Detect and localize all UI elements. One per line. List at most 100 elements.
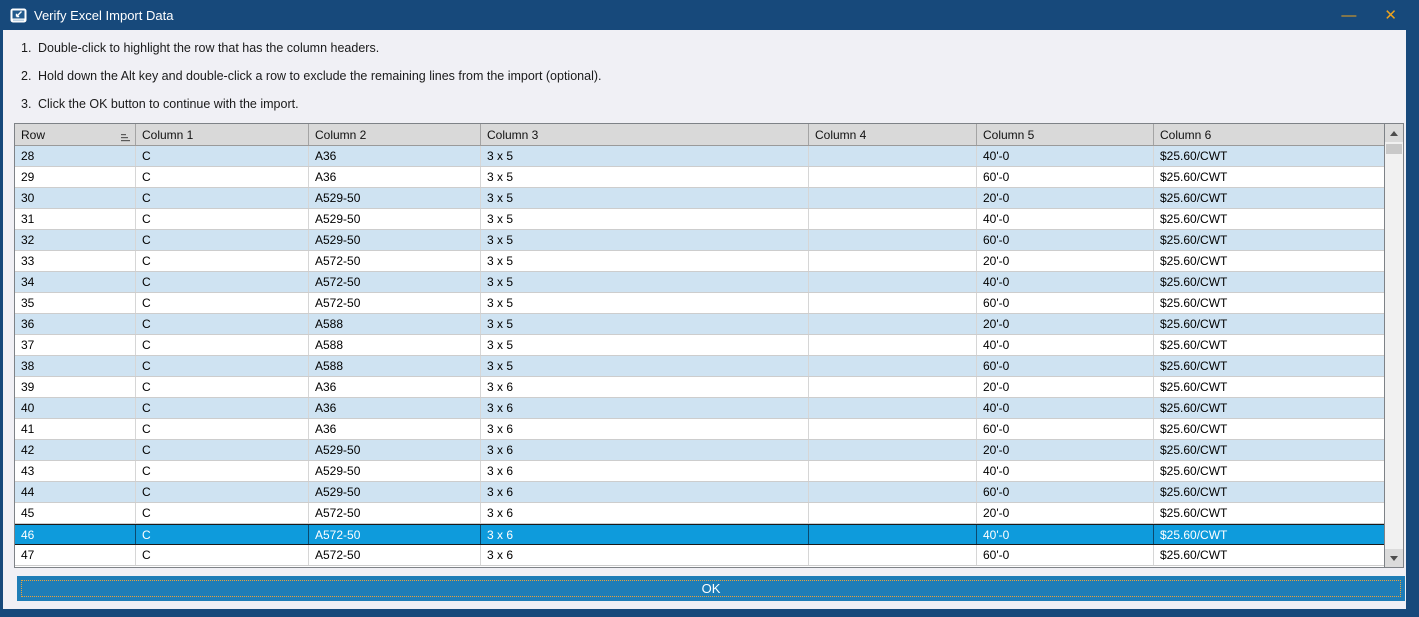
cell-c1: C <box>136 398 309 418</box>
column-header-3[interactable]: Column 3 <box>481 124 809 145</box>
cell-c5: 20'-0 <box>977 440 1154 460</box>
cell-row: 29 <box>15 167 136 187</box>
table-row[interactable]: 39 C A36 3 x 6 20'-0 $25.60/CWT <box>15 377 1384 398</box>
cell-c6: $25.60/CWT <box>1160 275 1228 289</box>
close-icon[interactable]: ✕ <box>1384 6 1397 24</box>
cell-c1: C <box>136 167 309 187</box>
cell-c6: $25.60/CWT <box>1160 464 1228 478</box>
cell-c2: A529-50 <box>309 209 481 229</box>
cell-c3: 3 x 5 <box>481 335 809 355</box>
instruction-1: 1. Double-click to highlight the row that… <box>21 41 380 55</box>
table-row[interactable]: 35 C A572-50 3 x 5 60'-0 $25.60/CWT <box>15 293 1384 314</box>
ok-button[interactable]: OK <box>17 576 1405 601</box>
cell-c2: A572-50 <box>309 525 481 544</box>
cell-c3: 3 x 6 <box>481 461 809 481</box>
ok-button-label: OK <box>701 581 721 596</box>
scrollbar-thumb[interactable] <box>1386 144 1402 154</box>
cell-row: 43 <box>15 461 136 481</box>
column-header-1[interactable]: Column 1 <box>136 124 309 145</box>
cell-c2: A36 <box>309 167 481 187</box>
window-controls: — ✕ <box>1341 8 1397 23</box>
cell-c5: 40'-0 <box>977 272 1154 292</box>
cell-c4 <box>809 251 977 271</box>
scroll-up-icon[interactable] <box>1385 124 1403 142</box>
table-row[interactable]: 41 C A36 3 x 6 60'-0 $25.60/CWT <box>15 419 1384 440</box>
cell-row: 40 <box>15 398 136 418</box>
sort-icon <box>120 131 131 145</box>
cell-c1: C <box>136 419 309 439</box>
cell-c4 <box>809 461 977 481</box>
cell-c5: 20'-0 <box>977 314 1154 334</box>
cell-c4 <box>809 146 977 166</box>
cell-c3: 3 x 6 <box>481 482 809 502</box>
table-row[interactable]: 34 C A572-50 3 x 5 40'-0 $25.60/CWT <box>15 272 1384 293</box>
cell-c3: 3 x 6 <box>481 503 809 523</box>
cell-c2: A36 <box>309 398 481 418</box>
cell-c5: 20'-0 <box>977 377 1154 397</box>
cell-c6: $25.60/CWT <box>1160 191 1228 205</box>
column-header-5[interactable]: Column 5 <box>977 124 1154 145</box>
cell-c4 <box>809 377 977 397</box>
cell-c1: C <box>136 525 309 544</box>
cell-row: 37 <box>15 335 136 355</box>
cell-c1: C <box>136 461 309 481</box>
cell-c4 <box>809 440 977 460</box>
scroll-down-icon[interactable] <box>1385 549 1403 567</box>
cell-c4 <box>809 314 977 334</box>
column-header-4[interactable]: Column 4 <box>809 124 977 145</box>
cell-c4 <box>809 188 977 208</box>
cell-row: 45 <box>15 503 136 523</box>
cell-c1: C <box>136 335 309 355</box>
cell-c2: A588 <box>309 356 481 376</box>
cell-c4 <box>809 419 977 439</box>
table-row[interactable]: 36 C A588 3 x 5 20'-0 $25.60/CWT <box>15 314 1384 335</box>
cell-c3: 3 x 6 <box>481 419 809 439</box>
cell-c4 <box>809 209 977 229</box>
cell-c2: A529-50 <box>309 461 481 481</box>
cell-c6: $25.60/CWT <box>1160 380 1228 394</box>
vertical-scrollbar[interactable] <box>1384 124 1403 567</box>
table-row[interactable]: 28 C A36 3 x 5 40'-0 $25.60/CWT <box>15 146 1384 167</box>
table-row[interactable]: 38 C A588 3 x 5 60'-0 $25.60/CWT <box>15 356 1384 377</box>
table-row[interactable]: 46 C A572-50 3 x 6 40'-0 $25.60/CWT <box>15 524 1384 545</box>
cell-c3: 3 x 6 <box>481 545 809 565</box>
table-row[interactable]: 37 C A588 3 x 5 40'-0 $25.60/CWT <box>15 335 1384 356</box>
cell-c4 <box>809 525 977 544</box>
table-row[interactable]: 45 C A572-50 3 x 6 20'-0 $25.60/CWT <box>15 503 1384 524</box>
table-row[interactable]: 42 C A529-50 3 x 6 20'-0 $25.60/CWT <box>15 440 1384 461</box>
table-row[interactable]: 43 C A529-50 3 x 6 40'-0 $25.60/CWT <box>15 461 1384 482</box>
cell-c6: $25.60/CWT <box>1160 317 1228 331</box>
cell-c5: 60'-0 <box>977 482 1154 502</box>
cell-c2: A36 <box>309 419 481 439</box>
cell-c6: $25.60/CWT <box>1160 338 1228 352</box>
minimize-icon[interactable]: — <box>1341 6 1357 24</box>
cell-c6: $25.60/CWT <box>1160 548 1228 562</box>
instructions: 1. Double-click to highlight the row that… <box>3 30 1406 113</box>
cell-c5: 60'-0 <box>977 545 1154 565</box>
cell-c5: 40'-0 <box>977 398 1154 418</box>
cell-c4 <box>809 545 977 565</box>
table-row[interactable]: 47 C A572-50 3 x 6 60'-0 $25.60/CWT <box>15 545 1384 566</box>
table-row[interactable]: 40 C A36 3 x 6 40'-0 $25.60/CWT <box>15 398 1384 419</box>
column-header-6[interactable]: Column 6 <box>1160 128 1212 142</box>
title-bar: Verify Excel Import Data — ✕ <box>0 0 1419 30</box>
cell-c2: A529-50 <box>309 482 481 502</box>
table-row[interactable]: 29 C A36 3 x 5 60'-0 $25.60/CWT <box>15 167 1384 188</box>
cell-c3: 3 x 5 <box>481 293 809 313</box>
table-row[interactable]: 30 C A529-50 3 x 5 20'-0 $25.60/CWT <box>15 188 1384 209</box>
table-row[interactable]: 44 C A529-50 3 x 6 60'-0 $25.60/CWT <box>15 482 1384 503</box>
table-row[interactable]: 33 C A572-50 3 x 5 20'-0 $25.60/CWT <box>15 251 1384 272</box>
cell-c4 <box>809 482 977 502</box>
column-header-2[interactable]: Column 2 <box>309 124 481 145</box>
table-row[interactable]: 31 C A529-50 3 x 5 40'-0 $25.60/CWT <box>15 209 1384 230</box>
cell-c3: 3 x 5 <box>481 356 809 376</box>
cell-c1: C <box>136 482 309 502</box>
column-header-row[interactable]: Row <box>15 124 136 145</box>
cell-c1: C <box>136 314 309 334</box>
cell-c3: 3 x 5 <box>481 230 809 250</box>
scrollbar-track[interactable] <box>1385 142 1403 549</box>
cell-c5: 40'-0 <box>977 209 1154 229</box>
table-row[interactable]: 32 C A529-50 3 x 5 60'-0 $25.60/CWT <box>15 230 1384 251</box>
cell-c3: 3 x 5 <box>481 314 809 334</box>
